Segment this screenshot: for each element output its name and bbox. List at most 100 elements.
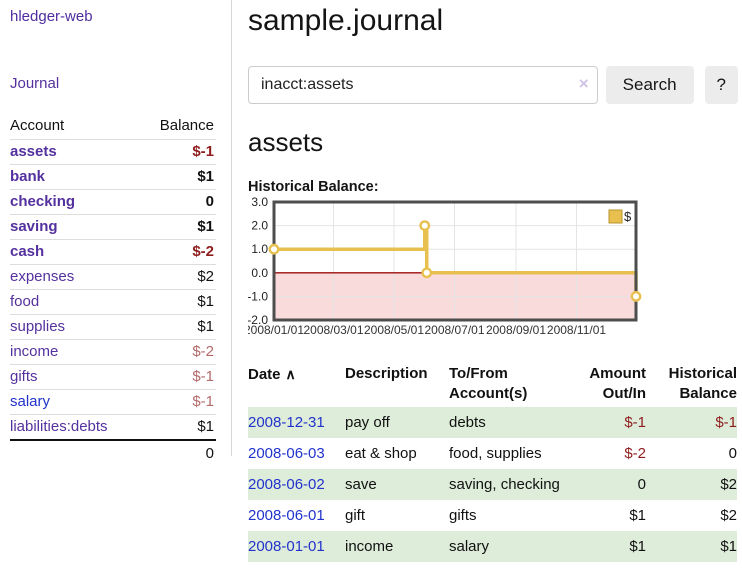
- account-row: checking 0: [10, 189, 216, 215]
- register-row: 2008-06-01 gift gifts $1 $2: [248, 500, 737, 531]
- account-balance: $-2: [192, 343, 214, 360]
- chart-title: Historical Balance:: [248, 179, 379, 195]
- account-link-cash[interactable]: cash: [10, 243, 45, 260]
- accounts-table: Account Balance assets $-1 bank $1 check…: [10, 113, 216, 466]
- transaction-amount: $1: [629, 507, 646, 524]
- account-row: food $1: [10, 289, 216, 315]
- svg-text:2008/03/01: 2008/03/01: [303, 323, 363, 337]
- register-table: Date ∧ Description To/From Account(s) Amo…: [248, 361, 737, 562]
- search-input[interactable]: [248, 66, 598, 104]
- transaction-date-link[interactable]: 2008-06-02: [248, 476, 325, 493]
- transaction-balance: $-1: [715, 414, 737, 431]
- transaction-amount: $1: [629, 538, 646, 555]
- account-link-bank[interactable]: bank: [10, 168, 46, 185]
- account-row: cash $-2: [10, 239, 216, 265]
- svg-text:0.0: 0.0: [251, 266, 268, 280]
- account-row: bank $1: [10, 164, 216, 190]
- transaction-description: pay off: [345, 414, 390, 431]
- account-row: gifts $-1: [10, 364, 216, 390]
- account-row: expenses $2: [10, 264, 216, 290]
- transaction-date-link[interactable]: 2008-12-31: [248, 414, 325, 431]
- transaction-balance: 0: [728, 445, 737, 462]
- svg-text:-1.0: -1.0: [248, 289, 268, 303]
- brand-link[interactable]: hledger-web: [10, 8, 93, 25]
- account-balance: $1: [197, 168, 214, 185]
- account-balance: $1: [197, 418, 214, 435]
- register-row: 2008-06-03 eat & shop food, supplies $-2…: [248, 438, 737, 469]
- transaction-amount: $-1: [624, 414, 646, 431]
- register-header-description: Description: [345, 365, 428, 382]
- register-header-amount: Amount Out/In: [589, 365, 646, 402]
- transaction-balance: $2: [720, 507, 737, 524]
- transaction-description: eat & shop: [345, 445, 417, 462]
- transaction-date-link[interactable]: 2008-06-03: [248, 445, 325, 462]
- svg-text:1.0: 1.0: [251, 242, 268, 256]
- transaction-date-link[interactable]: 2008-01-01: [248, 538, 325, 555]
- account-link-gifts[interactable]: gifts: [10, 368, 38, 385]
- account-balance: $-1: [192, 143, 214, 160]
- register-header-date[interactable]: Date ∧: [248, 361, 345, 407]
- account-balance: $2: [197, 268, 214, 285]
- transaction-date-link[interactable]: 2008-06-01: [248, 507, 325, 524]
- accounts-header-balance: Balance: [159, 117, 214, 134]
- register-row: 2008-12-31 pay off debts $-1 $-1: [248, 407, 737, 438]
- transaction-description: save: [345, 476, 377, 493]
- sidebar-item-journal[interactable]: Journal: [10, 75, 60, 92]
- account-link-saving[interactable]: saving: [10, 218, 58, 235]
- svg-text:2008/11/01: 2008/11/01: [547, 323, 606, 337]
- sort-asc-icon: ∧: [285, 366, 296, 382]
- account-balance: $-1: [192, 368, 214, 385]
- search-button[interactable]: Search: [605, 66, 694, 104]
- register-header-accounts: To/From Account(s): [449, 365, 528, 402]
- account-link-liabilities-debts[interactable]: liabilities:debts: [10, 418, 108, 435]
- transaction-description: gift: [345, 507, 366, 524]
- account-row: liabilities:debts $1: [10, 414, 216, 441]
- account-balance: 0: [205, 193, 214, 210]
- svg-text:2008/09/01: 2008/09/01: [486, 323, 546, 337]
- transaction-accounts: saving, checking: [449, 476, 560, 493]
- accounts-header-account: Account: [10, 117, 65, 134]
- transaction-accounts: debts: [449, 414, 486, 431]
- svg-text:2008/05/01: 2008/05/01: [364, 323, 424, 337]
- register-header-row: Date ∧ Description To/From Account(s) Amo…: [248, 361, 737, 407]
- register-header-balance: Historical Balance: [668, 365, 737, 402]
- account-balance: $1: [197, 318, 214, 335]
- account-row: assets $-1: [10, 139, 216, 165]
- account-link-checking[interactable]: checking: [10, 193, 76, 210]
- svg-text:2008/01/01: 2008/01/01: [248, 323, 304, 337]
- account-balance: $1: [197, 218, 214, 235]
- page-title: sample.journal: [248, 4, 444, 37]
- register-header-date-label: Date: [248, 366, 281, 383]
- transaction-balance: $2: [720, 476, 737, 493]
- account-balance: $1: [197, 293, 214, 310]
- account-link-salary[interactable]: salary: [10, 393, 51, 410]
- help-button[interactable]: ?: [704, 66, 738, 104]
- account-link-income[interactable]: income: [10, 343, 59, 360]
- transaction-accounts: food, supplies: [449, 445, 542, 462]
- svg-text:2.0: 2.0: [251, 219, 268, 233]
- transaction-description: income: [345, 538, 394, 555]
- account-link-food[interactable]: food: [10, 293, 40, 310]
- account-row: supplies $1: [10, 314, 216, 340]
- account-link-assets[interactable]: assets: [10, 143, 57, 160]
- accounts-total-row: 0: [10, 440, 216, 466]
- clear-search-icon[interactable]: ×: [578, 74, 589, 93]
- main-content: sample.journal × Search ? assets Histori…: [248, 0, 738, 562]
- svg-text:3.0: 3.0: [251, 196, 268, 209]
- register-row: 2008-01-01 income salary $1 $1: [248, 531, 737, 562]
- sidebar: hledger-web Journal Account Balance asse…: [0, 0, 232, 462]
- account-link-supplies[interactable]: supplies: [10, 318, 66, 335]
- register-row: 2008-06-02 save saving, checking 0 $2: [248, 469, 737, 500]
- account-balance: $-1: [192, 393, 214, 410]
- transaction-amount: $-2: [624, 445, 646, 462]
- search-form: × Search ?: [248, 66, 738, 104]
- transaction-accounts: gifts: [449, 507, 477, 524]
- account-link-expenses[interactable]: expenses: [10, 268, 75, 285]
- account-row: salary $-1: [10, 389, 216, 415]
- svg-text:2008/07/01: 2008/07/01: [424, 323, 484, 337]
- accounts-total-value: 0: [205, 445, 214, 462]
- svg-text:-2.0: -2.0: [248, 313, 268, 327]
- accounts-table-header: Account Balance: [10, 113, 216, 140]
- account-balance: $-2: [192, 243, 214, 260]
